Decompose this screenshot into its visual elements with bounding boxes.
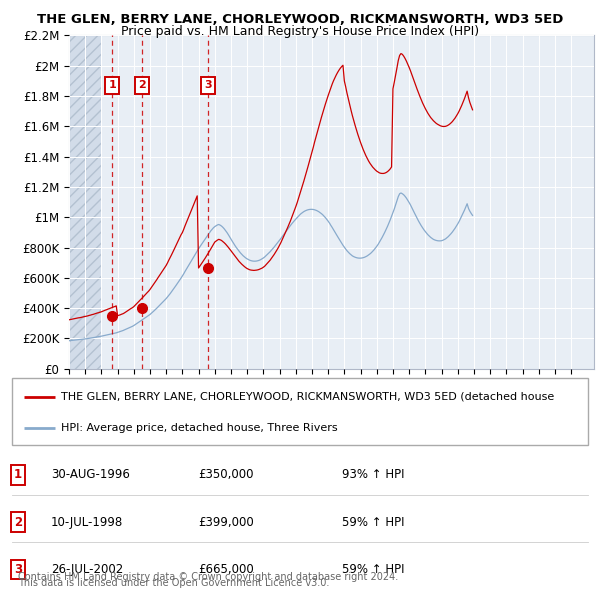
Text: 1: 1 [108,80,116,90]
Text: 59% ↑ HPI: 59% ↑ HPI [342,516,404,529]
Text: Price paid vs. HM Land Registry's House Price Index (HPI): Price paid vs. HM Land Registry's House … [121,25,479,38]
Text: 3: 3 [204,80,212,90]
Text: 59% ↑ HPI: 59% ↑ HPI [342,563,404,576]
Text: 93% ↑ HPI: 93% ↑ HPI [342,468,404,481]
Text: 2: 2 [139,80,146,90]
Bar [69,35,101,369]
Text: 26-JUL-2002: 26-JUL-2002 [51,563,123,576]
Text: 2: 2 [14,516,22,529]
Text: 3: 3 [14,563,22,576]
Text: 30-AUG-1996: 30-AUG-1996 [51,468,130,481]
Text: £399,000: £399,000 [198,516,254,529]
Text: THE GLEN, BERRY LANE, CHORLEYWOOD, RICKMANSWORTH, WD3 5ED: THE GLEN, BERRY LANE, CHORLEYWOOD, RICKM… [37,13,563,26]
Text: THE GLEN, BERRY LANE, CHORLEYWOOD, RICKMANSWORTH, WD3 5ED (detached house: THE GLEN, BERRY LANE, CHORLEYWOOD, RICKM… [61,392,554,402]
Text: £665,000: £665,000 [198,563,254,576]
Text: 1: 1 [14,468,22,481]
Text: This data is licensed under the Open Government Licence v3.0.: This data is licensed under the Open Gov… [18,578,329,588]
FancyBboxPatch shape [12,378,588,445]
Text: £350,000: £350,000 [198,468,254,481]
Text: Contains HM Land Registry data © Crown copyright and database right 2024.: Contains HM Land Registry data © Crown c… [18,572,398,582]
Text: 10-JUL-1998: 10-JUL-1998 [51,516,123,529]
Text: HPI: Average price, detached house, Three Rivers: HPI: Average price, detached house, Thre… [61,424,338,434]
